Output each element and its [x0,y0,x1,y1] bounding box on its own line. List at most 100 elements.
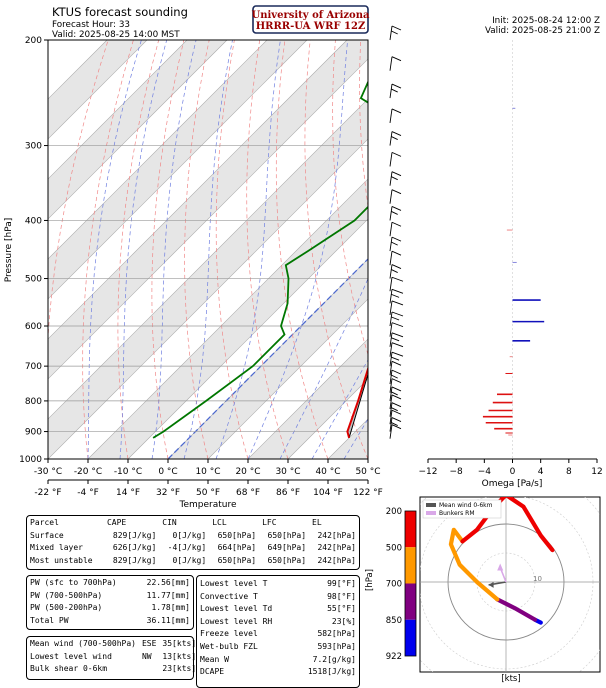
barb-flag [391,374,398,379]
barb-flag [391,311,404,317]
table-row: Lowest level RH 23[%] [197,616,359,629]
fahrenheit-tick-label: 86 °F [276,488,300,498]
barb-flag [391,221,402,227]
table-cell: CIN [162,518,177,527]
table-cell: Lowest level RH [200,616,273,626]
dry-adiabat [386,40,488,459]
omega-tick-label: −8 [450,467,464,477]
table-cell: DCAPE [200,667,225,677]
table-cell: LFC [262,518,277,527]
table-cell: 650[hPa] [267,530,307,540]
dry-adiabat [487,40,606,459]
table-cell: 242[hPa] [317,530,356,540]
barb-shaft [389,394,393,409]
barb-shaft [389,417,393,432]
dry-adiabat [588,40,606,459]
table-cell: 664[hPa] [217,543,257,553]
colorbar-tick-label: 850 [386,616,402,626]
table-cell: PW (sfc to 700hPa) [30,578,117,587]
colorbar-segment [405,511,416,548]
skewt-ylabel: Pressure [hPa] [4,218,14,283]
table-cell: Lowest level Td [200,604,273,614]
table-cell: 22.56[mm] [146,578,190,587]
table-cell: 98[°F] [327,591,356,601]
brand-badge [252,5,369,34]
table-cell: 649[hPa] [267,543,307,553]
barb-shaft [389,206,393,221]
barb-flag [391,402,402,408]
barb-shaft [389,300,393,315]
table-cell: Mean W [200,654,229,664]
barb-shaft [389,189,393,204]
celsius-tick-label: 20 °C [235,467,260,477]
table-cell: 829[J/kg] [112,530,157,540]
barb-shaft [389,386,393,401]
barb-flag [391,206,402,211]
barb-shaft [389,84,393,99]
celsius-tick-label: 10 °C [195,467,220,477]
barb-flag [391,151,402,157]
isotherm-band [408,40,606,459]
colorbar-tick-label: 500 [386,543,402,553]
table-cell: 36.11[mm] [146,615,190,625]
table-cell: Parcel [30,518,59,527]
barb-shaft [389,251,393,266]
barb-flag [391,236,402,242]
table-cell: Lowest level T [200,579,268,588]
isotherm-line [48,138,368,459]
barb-flag [391,316,400,321]
table-row: PW (500-200hPa) 1.78[mm] [27,602,193,615]
barb-flag [391,88,398,93]
table-cell: 0[J/kg] [172,555,207,565]
colorbar-segment [405,583,416,620]
hodo-xlabel: [kts] [501,674,520,684]
barb-shaft [389,152,393,167]
dry-adiabat [462,40,606,459]
hodo-segment [448,527,500,602]
barb-shaft [389,370,393,385]
table-row: Mixed layer 626[J/kg] -4[J/kg] 664[hPa] 649[… [27,542,359,555]
table-cell: 23[%] [331,616,356,626]
table-row: DCAPE 1518[J/kg] [197,666,359,679]
barb-flag [391,337,400,342]
barb-flag [391,211,398,215]
isotherm-band [328,419,368,459]
table-row: Mean W 7.2[g/kg] [197,654,359,667]
table-row: Lowest level T 99[°F] [197,578,359,591]
isotherm-line [48,40,228,220]
isotherm-line [207,298,368,459]
colorbar-tick-label: 200 [386,507,402,517]
isotherm-line [48,40,308,300]
table-cell: 0[J/kg] [172,530,207,540]
forecast-hour: Forecast Hour: 33 [52,20,130,30]
barb-flag [391,424,402,430]
barb-flag [391,351,404,357]
table-cell: 99[°F] [327,579,356,588]
celsius-tick-label: -30 °C [34,467,62,477]
barb-shaft [389,342,393,357]
table-row: Mean wind (700-500hPa) ESE 35[kts] [27,638,199,651]
isotherm-line [327,418,368,459]
colorbar-frame [404,510,417,657]
celsius-tick-label: 0 °C [158,467,177,477]
barb-flag [391,30,398,35]
table-row: Wet-bulb FZL 593[hPa] [197,641,359,654]
table-cell: NW [141,651,152,661]
init-time: Init: 2025-08-24 12:00 Z [492,16,600,26]
brand-line-2: HRRR-UA WRF 12Z [256,21,366,32]
omega-tick-label: −4 [478,467,492,477]
table-cell: -4[J/kg] [167,543,207,553]
celsius-tick-label: 30 °C [275,467,300,477]
hodo-plot: 10 [420,497,600,672]
barb-flag [391,386,402,392]
barb-flag [391,417,402,422]
bunkers-arrowhead [497,563,504,571]
table-cell: Wet-bulb FZL [200,641,258,651]
barb-shaft [389,424,393,439]
barb-shaft [389,222,393,237]
barb-flag [391,250,402,256]
barb-flag [391,342,404,348]
cape-area [376,98,569,347]
isotherm-line [247,338,368,459]
barb-flag [391,300,404,306]
